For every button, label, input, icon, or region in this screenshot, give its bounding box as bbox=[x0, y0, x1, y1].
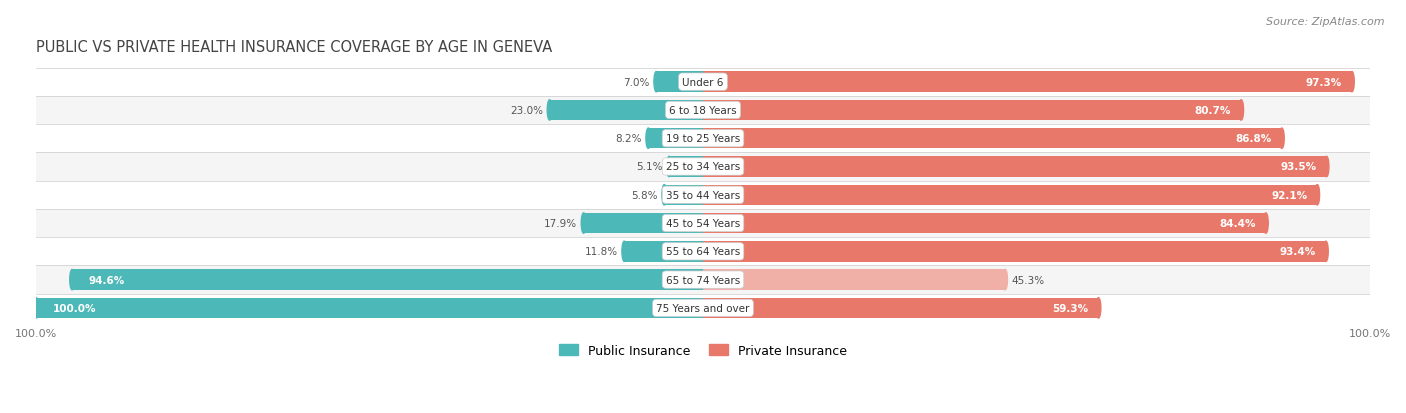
Bar bbox=[37, 125, 1369, 153]
Bar bbox=[583, 214, 703, 234]
Legend: Public Insurance, Private Insurance: Public Insurance, Private Insurance bbox=[554, 339, 852, 362]
Circle shape bbox=[1002, 270, 1008, 290]
Bar bbox=[37, 97, 1369, 125]
Bar bbox=[648, 129, 703, 149]
Bar bbox=[72, 270, 703, 290]
Bar bbox=[703, 72, 1353, 93]
Text: Source: ZipAtlas.com: Source: ZipAtlas.com bbox=[1267, 17, 1385, 26]
Text: 92.1%: 92.1% bbox=[1271, 190, 1308, 200]
Circle shape bbox=[1324, 157, 1329, 177]
Text: 6 to 18 Years: 6 to 18 Years bbox=[669, 106, 737, 116]
Bar bbox=[37, 294, 1369, 322]
Circle shape bbox=[621, 242, 627, 262]
Circle shape bbox=[1350, 72, 1354, 93]
Text: 100.0%: 100.0% bbox=[53, 303, 96, 313]
Text: 93.4%: 93.4% bbox=[1279, 247, 1316, 257]
Bar bbox=[703, 242, 1326, 262]
Bar bbox=[664, 185, 703, 205]
Text: 80.7%: 80.7% bbox=[1195, 106, 1232, 116]
Bar bbox=[37, 209, 1369, 237]
Text: 45 to 54 Years: 45 to 54 Years bbox=[666, 218, 740, 228]
Bar bbox=[703, 185, 1317, 205]
Circle shape bbox=[70, 270, 75, 290]
Text: 5.1%: 5.1% bbox=[636, 162, 662, 172]
Text: 7.0%: 7.0% bbox=[623, 78, 650, 88]
Bar bbox=[37, 237, 1369, 266]
Text: 17.9%: 17.9% bbox=[544, 218, 576, 228]
Text: Under 6: Under 6 bbox=[682, 78, 724, 88]
Text: 75 Years and over: 75 Years and over bbox=[657, 303, 749, 313]
Text: 8.2%: 8.2% bbox=[616, 134, 641, 144]
Bar bbox=[703, 157, 1326, 177]
Bar bbox=[37, 266, 1369, 294]
Bar bbox=[703, 270, 1005, 290]
Circle shape bbox=[581, 214, 586, 234]
Text: 35 to 44 Years: 35 to 44 Years bbox=[666, 190, 740, 200]
Text: 59.3%: 59.3% bbox=[1052, 303, 1088, 313]
Circle shape bbox=[666, 157, 672, 177]
Bar bbox=[703, 214, 1265, 234]
Text: 5.8%: 5.8% bbox=[631, 190, 658, 200]
Text: 86.8%: 86.8% bbox=[1236, 134, 1272, 144]
Bar bbox=[37, 181, 1369, 209]
Circle shape bbox=[1279, 129, 1284, 149]
Circle shape bbox=[34, 298, 38, 318]
Circle shape bbox=[654, 72, 659, 93]
Text: 11.8%: 11.8% bbox=[585, 247, 617, 257]
Bar bbox=[703, 100, 1241, 121]
Circle shape bbox=[1323, 242, 1329, 262]
Circle shape bbox=[547, 100, 553, 121]
Bar bbox=[37, 298, 703, 318]
Bar bbox=[37, 153, 1369, 181]
Circle shape bbox=[1097, 298, 1101, 318]
Text: 19 to 25 Years: 19 to 25 Years bbox=[666, 134, 740, 144]
Circle shape bbox=[662, 185, 666, 205]
Text: 84.4%: 84.4% bbox=[1219, 218, 1256, 228]
Text: 45.3%: 45.3% bbox=[1012, 275, 1045, 285]
Text: 97.3%: 97.3% bbox=[1306, 78, 1341, 88]
Text: 93.5%: 93.5% bbox=[1281, 162, 1316, 172]
Bar bbox=[657, 72, 703, 93]
Circle shape bbox=[645, 129, 651, 149]
Text: 25 to 34 Years: 25 to 34 Years bbox=[666, 162, 740, 172]
Text: 55 to 64 Years: 55 to 64 Years bbox=[666, 247, 740, 257]
Circle shape bbox=[1239, 100, 1243, 121]
Bar bbox=[624, 242, 703, 262]
Bar bbox=[669, 157, 703, 177]
Circle shape bbox=[1264, 214, 1268, 234]
Text: PUBLIC VS PRIVATE HEALTH INSURANCE COVERAGE BY AGE IN GENEVA: PUBLIC VS PRIVATE HEALTH INSURANCE COVER… bbox=[37, 40, 553, 55]
Bar bbox=[37, 68, 1369, 97]
Text: 23.0%: 23.0% bbox=[510, 106, 543, 116]
Text: 65 to 74 Years: 65 to 74 Years bbox=[666, 275, 740, 285]
Text: 94.6%: 94.6% bbox=[89, 275, 125, 285]
Bar bbox=[703, 129, 1282, 149]
Bar bbox=[550, 100, 703, 121]
Bar bbox=[703, 298, 1098, 318]
Circle shape bbox=[1315, 185, 1320, 205]
